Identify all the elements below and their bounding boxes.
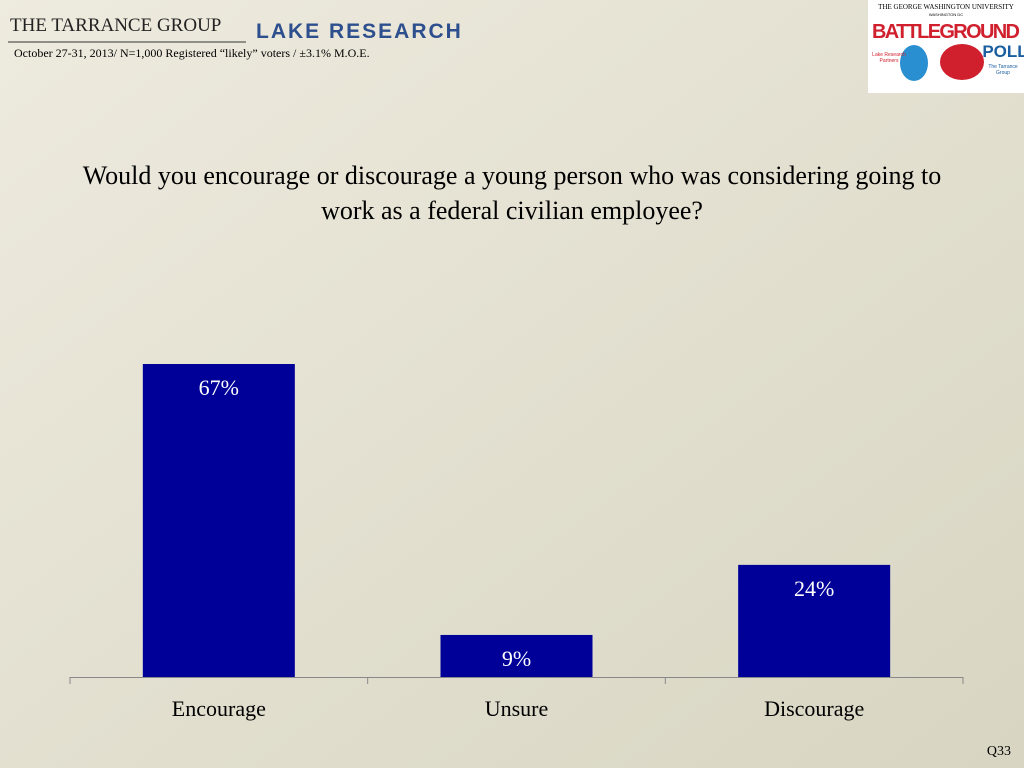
x-tick-label: Encourage [172, 696, 266, 721]
bar [142, 364, 295, 677]
logo-partner-right: The Tarrance Group [988, 64, 1018, 76]
x-tick-label: Unsure [485, 696, 549, 721]
logo-partner-left-box: Lake Research Partners [872, 52, 906, 64]
brand-right: LAKE RESEARCH [256, 20, 463, 43]
logo-partner-right-box: The Tarrance Group [988, 64, 1018, 76]
logo-donkey [900, 45, 928, 81]
brand-left: THE TARRANCE GROUP [10, 15, 221, 36]
x-tick-label: Discourage [764, 696, 864, 721]
bar [440, 634, 593, 677]
data-label: 67% [199, 375, 239, 400]
logo-name-bottom: POLL [982, 42, 1024, 61]
data-label: 24% [794, 576, 834, 601]
chart-title: Would you encourage or discourage a youn… [82, 161, 942, 225]
logo-name-top: BATTLEGROUND [872, 21, 1020, 43]
logo: THE GEORGE WASHINGTON UNIVERSITY WASHING… [868, 0, 1024, 93]
logo-partner-left: Lake Research Partners [872, 52, 906, 64]
logo-elephant [940, 44, 984, 80]
bar [738, 564, 891, 677]
survey-note: October 27-31, 2013/ N=1,000 Registered … [14, 46, 370, 60]
logo-city: WASHINGTON DC [929, 12, 963, 17]
data-label: 9% [502, 646, 531, 671]
logo-box [868, 0, 1024, 93]
logo-university: THE GEORGE WASHINGTON UNIVERSITY [878, 3, 1014, 11]
question-id: Q33 [987, 744, 1011, 759]
title-box: Would you encourage or discourage a youn… [82, 161, 942, 225]
